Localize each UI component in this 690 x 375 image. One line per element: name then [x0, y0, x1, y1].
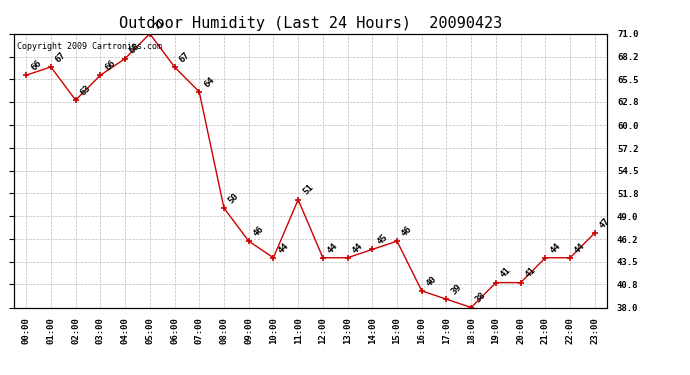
Text: 50: 50 — [227, 191, 241, 205]
Text: 47: 47 — [598, 216, 611, 230]
Text: 44: 44 — [326, 241, 339, 255]
Text: 68: 68 — [128, 42, 142, 56]
Text: 41: 41 — [499, 266, 513, 280]
Title: Outdoor Humidity (Last 24 Hours)  20090423: Outdoor Humidity (Last 24 Hours) 2009042… — [119, 16, 502, 31]
Text: 66: 66 — [103, 58, 117, 72]
Text: Copyright 2009 Cartronics.com: Copyright 2009 Cartronics.com — [17, 42, 161, 51]
Text: 67: 67 — [54, 50, 68, 64]
Text: 64: 64 — [202, 75, 216, 89]
Text: 46: 46 — [251, 224, 266, 238]
Text: 63: 63 — [79, 83, 92, 98]
Text: 45: 45 — [375, 233, 389, 247]
Text: 46: 46 — [400, 224, 414, 238]
Text: 44: 44 — [573, 241, 587, 255]
Text: 44: 44 — [548, 241, 562, 255]
Text: 67: 67 — [177, 50, 191, 64]
Text: 66: 66 — [29, 58, 43, 72]
Text: 44: 44 — [276, 241, 290, 255]
Text: 38: 38 — [474, 291, 488, 305]
Text: 71: 71 — [152, 17, 166, 31]
Text: 40: 40 — [424, 274, 439, 288]
Text: 44: 44 — [351, 241, 364, 255]
Text: 41: 41 — [524, 266, 538, 280]
Text: 51: 51 — [301, 183, 315, 197]
Text: 39: 39 — [449, 282, 463, 296]
